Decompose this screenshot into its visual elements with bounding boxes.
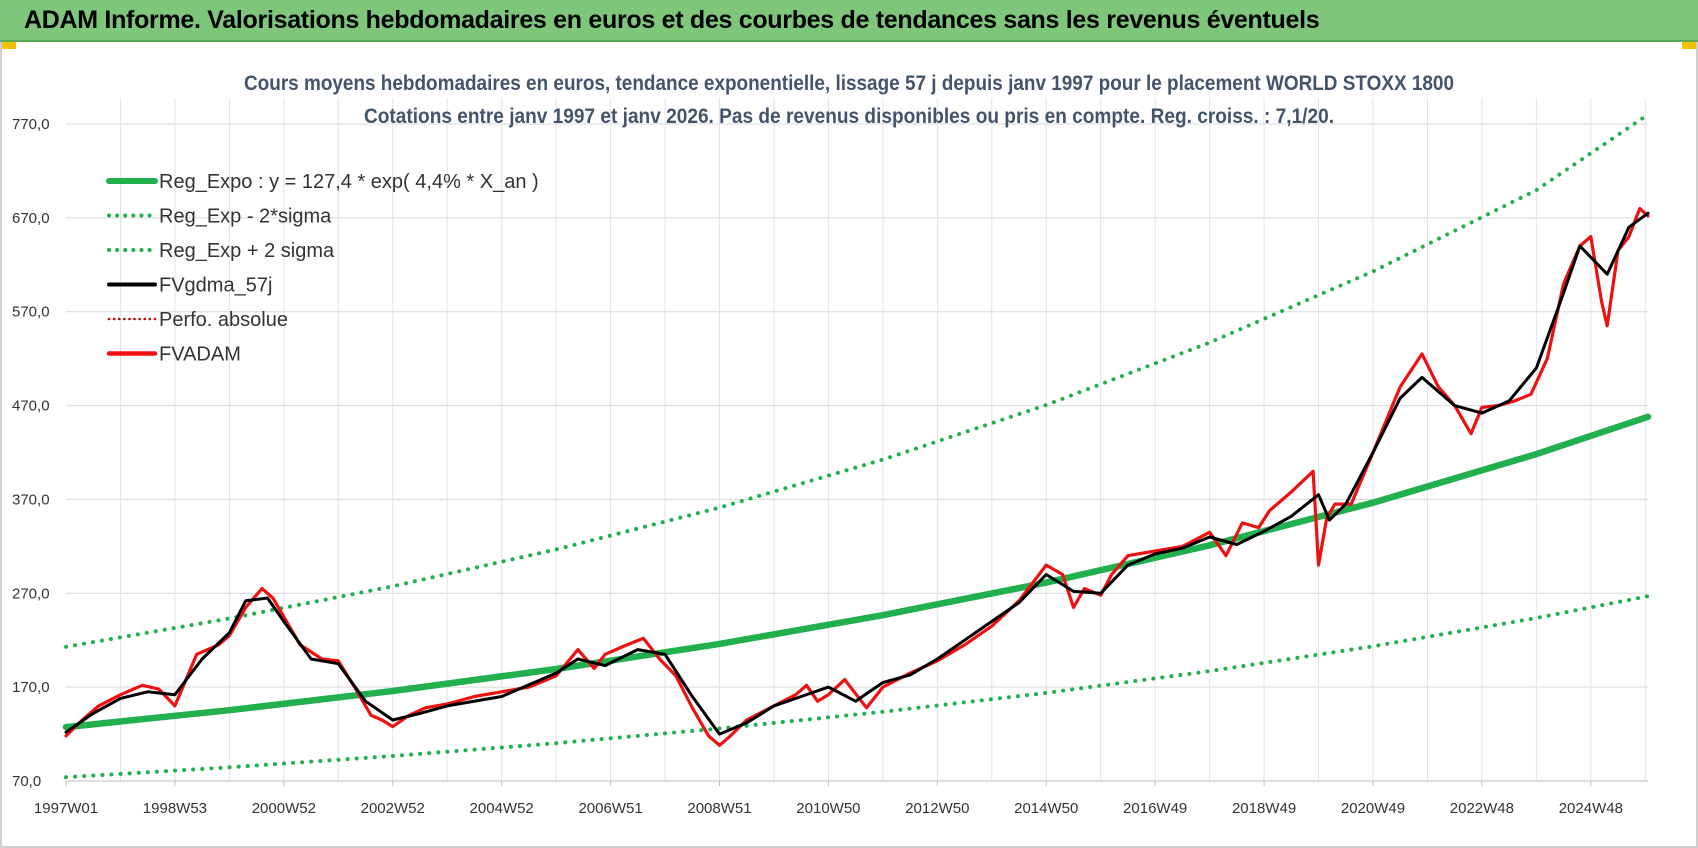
legend-label-perfo: Perfo. absolue — [159, 309, 288, 331]
legend: Reg_Expo : y = 127,4 * exp( 4,4% * X_an … — [106, 171, 539, 366]
y-tick-label: 670,0 — [12, 210, 50, 227]
x-tick-label: 2002W52 — [361, 800, 425, 817]
y-tick-label: 70,0 — [12, 773, 41, 790]
x-tick-label: 2024W48 — [1559, 800, 1623, 817]
y-axis: 70,0 170,0 270,0 370,0 470,0 570,0 670,0 770,0 — [12, 116, 50, 790]
corner-marker-right — [1682, 42, 1698, 49]
x-tick-label: 2006W51 — [578, 800, 642, 817]
legend-label-reg_minus: Reg_Exp - 2*sigma — [159, 206, 332, 228]
plot-area — [62, 112, 1652, 780]
corner-marker-left — [0, 42, 16, 49]
banner: ADAM Informe. Valorisations hebdomadaire… — [0, 0, 1698, 42]
x-tick-label: 2014W50 — [1014, 800, 1078, 817]
y-tick-label: 370,0 — [12, 491, 50, 508]
x-axis: 1997W01 1998W53 2000W52 2002W52 2004W52 2006W… — [34, 781, 1623, 817]
x-tick-label: 2018W49 — [1232, 800, 1296, 817]
series-reg-minus-2sigma — [64, 594, 1650, 780]
banner-title: ADAM Informe. Valorisations hebdomadaire… — [24, 6, 1320, 34]
x-tick-label: 2016W49 — [1123, 800, 1187, 817]
x-tick-label: 2022W48 — [1450, 800, 1514, 817]
x-tick-label: 1998W53 — [143, 800, 207, 817]
series-fvadam — [64, 206, 1650, 747]
legend-label-reg_expo: Reg_Expo : y = 127,4 * exp( 4,4% * X_an … — [159, 171, 539, 193]
chart-frame — [0, 42, 1698, 848]
legend-label-fvgdma: FVgdma_57j — [159, 275, 272, 297]
chart-title: Cours moyens hebdomadaires en euros, ten… — [244, 72, 1454, 95]
x-tick-label: 2008W51 — [687, 800, 751, 817]
grid — [66, 98, 1648, 782]
y-tick-label: 570,0 — [12, 304, 50, 321]
y-tick-label: 270,0 — [12, 585, 50, 602]
series-reg-expo — [62, 413, 1652, 731]
x-tick-label: 2012W50 — [905, 800, 969, 817]
y-tick-label: 770,0 — [12, 116, 50, 133]
x-tick-label: 2000W52 — [252, 800, 316, 817]
legend-label-reg_plus: Reg_Exp + 2 sigma — [159, 240, 335, 262]
x-tick-label: 2020W49 — [1341, 800, 1405, 817]
x-tick-label: 2004W52 — [470, 800, 534, 817]
legend-label-fvadam: FVADAM — [159, 344, 241, 366]
series-fvgdma-57j — [64, 211, 1650, 736]
series-reg-plus-2sigma — [64, 112, 1650, 649]
x-tick-label: 1997W01 — [34, 800, 98, 817]
y-tick-label: 470,0 — [12, 398, 50, 415]
x-tick-label: 2010W50 — [796, 800, 860, 817]
chart-subtitle: Cotations entre janv 1997 et janv 2026. … — [364, 105, 1334, 128]
y-tick-label: 170,0 — [12, 679, 50, 696]
